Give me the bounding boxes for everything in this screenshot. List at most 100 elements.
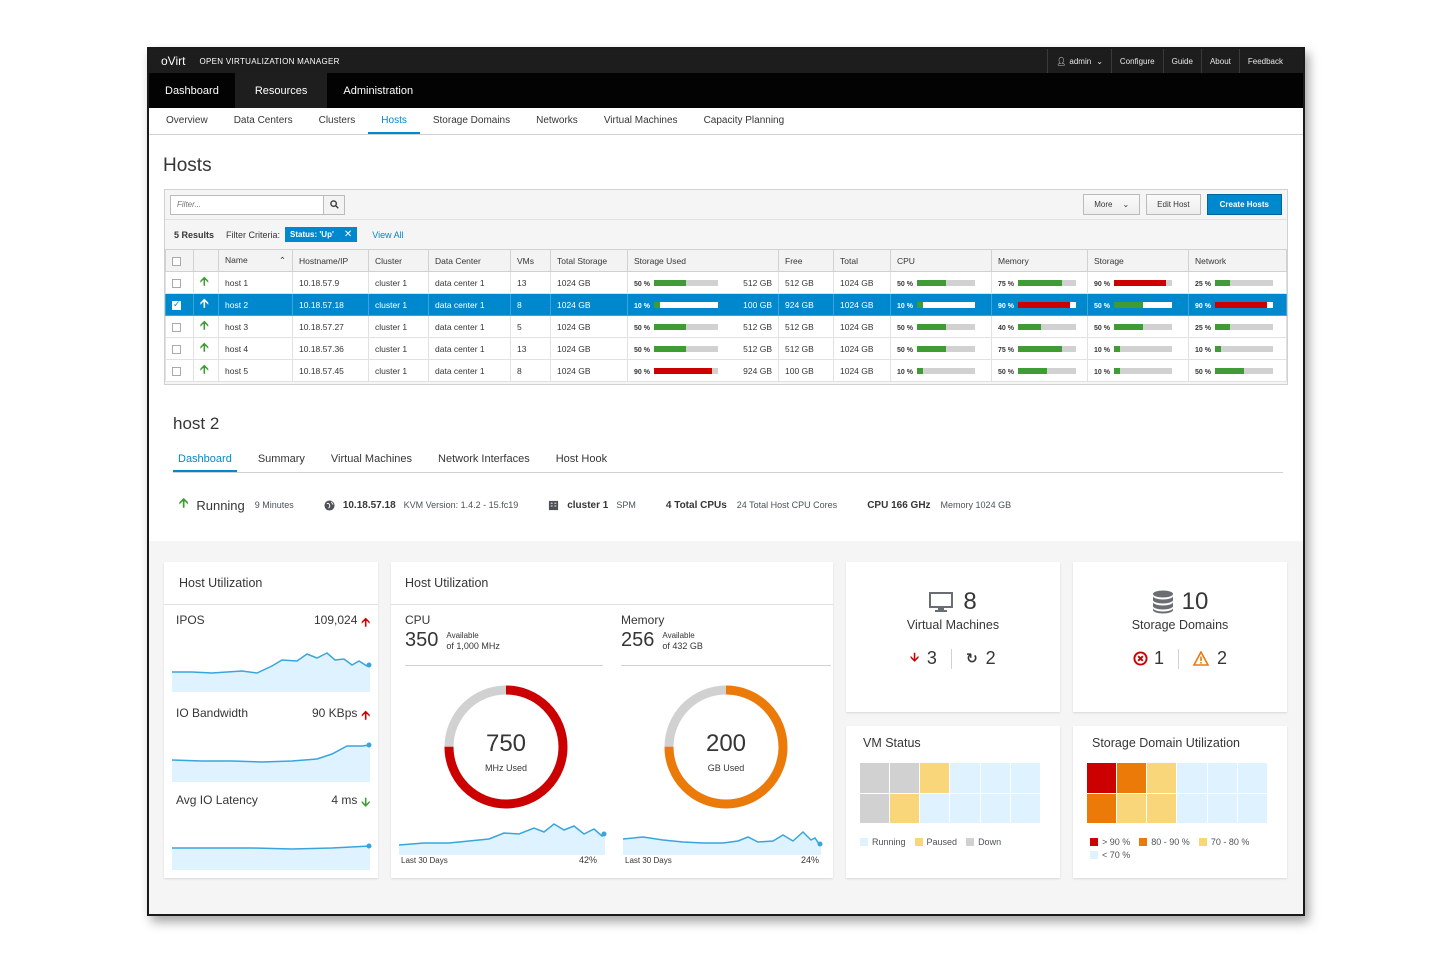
subnav-virtual-machines[interactable]: Virtual Machines: [603, 114, 678, 126]
legend-swatch-down: [966, 838, 975, 846]
page-title: Hosts: [163, 155, 212, 176]
host-storage-used: 90 % 924 GB: [627, 359, 779, 382]
arrow-down-icon: 🡫︎: [361, 795, 370, 809]
usage-pct: 50 %: [634, 280, 650, 288]
select-all-header: [165, 249, 194, 272]
heatmap-cell-running: [950, 793, 980, 823]
host-free: 924 GB: [778, 293, 834, 316]
table-header-row: Name ⌃ Hostname/IP Cluster Data Center VM…: [165, 249, 1287, 272]
row-checkbox[interactable]: [172, 366, 181, 376]
view-all-link[interactable]: View All: [372, 229, 404, 240]
nav-administration[interactable]: Administration: [343, 84, 414, 97]
table-row[interactable]: 🡩︎ host 1 10.18.57.9 cluster 1 data center 1…: [165, 271, 1287, 294]
cpu-capacity: of 1,000 MHz: [446, 640, 500, 651]
subnav-overview[interactable]: Overview: [166, 114, 208, 126]
configure-link[interactable]: Configure: [1110, 49, 1163, 73]
col-vms[interactable]: VMs: [510, 249, 551, 272]
row-checkbox[interactable]: [172, 299, 181, 310]
host-storage: 10 %: [1087, 337, 1189, 360]
table-row[interactable]: 🡩︎ host 5 10.18.57.45 cluster 1 data center …: [165, 359, 1287, 382]
host-vms: 8: [510, 359, 551, 382]
col-total-storage[interactable]: Total Storage: [550, 249, 628, 272]
arrow-up-icon: 🡩︎: [200, 274, 209, 288]
usage-bar: [1018, 280, 1076, 287]
card-header: Host Utilization: [164, 562, 378, 605]
host-name[interactable]: host 2: [218, 293, 293, 316]
legend-down: Down: [978, 837, 1002, 847]
col-data-center[interactable]: Data Center: [428, 249, 511, 272]
nav-dashboard[interactable]: Dashboard: [165, 84, 219, 97]
table-row[interactable]: 🡩︎ host 4 10.18.57.36 cluster 1 data center …: [165, 337, 1287, 360]
subnav-storage-domains[interactable]: Storage Domains: [432, 114, 511, 126]
heatmap-cell-running: [1010, 793, 1040, 823]
util-row-avg-io-latency: Avg IO Latency 4 ms 🡫︎: [176, 793, 370, 814]
heatmap-cell-down: [860, 793, 890, 823]
edit-host-button[interactable]: Edit Host: [1146, 194, 1201, 215]
col-free[interactable]: Free: [778, 249, 834, 272]
usage-bar: [1215, 302, 1273, 309]
host-name[interactable]: host 5: [218, 359, 293, 382]
select-all-checkbox[interactable]: [172, 256, 181, 266]
usage-bar: [1018, 368, 1076, 375]
create-hosts-button[interactable]: Create Hosts: [1206, 194, 1282, 215]
host-utilization-card: Host Utilization IPOS 109,024 🡩︎ IO Band…: [164, 562, 378, 878]
host-vms: 13: [510, 337, 551, 360]
tab-summary[interactable]: Summary: [257, 452, 305, 465]
col-memory[interactable]: Memory: [991, 249, 1088, 272]
host-status-line: 🡩︎ Running 9 Minutes 10.18.57.18 KVM Ver…: [179, 495, 1041, 515]
util-value: 4 ms: [331, 793, 358, 807]
heatmap-cell: [1147, 763, 1177, 793]
close-icon[interactable]: ✕: [343, 229, 353, 240]
host-name[interactable]: host 4: [218, 337, 293, 360]
host-name[interactable]: host 3: [218, 315, 293, 338]
cpu-period: Last 30 Days: [401, 856, 448, 865]
guide-link[interactable]: Guide: [1162, 49, 1201, 73]
more-dropdown-button[interactable]: More ⌄: [1083, 194, 1141, 215]
storage-warning-count: 2: [1217, 648, 1228, 668]
row-checkbox[interactable]: [172, 278, 181, 288]
about-link[interactable]: About: [1200, 49, 1239, 73]
legend-swatch-under-70: [1090, 851, 1098, 859]
filter-search-button[interactable]: [323, 195, 344, 214]
col-cpu[interactable]: CPU: [890, 249, 992, 272]
nav-resources[interactable]: Resources: [234, 73, 328, 108]
subnav-capacity-planning[interactable]: Capacity Planning: [703, 114, 785, 126]
heatmap-cell: [1177, 793, 1207, 823]
usage-bar: [1114, 302, 1172, 309]
subnav-hosts[interactable]: Hosts: [368, 108, 420, 134]
col-storage[interactable]: Storage: [1087, 249, 1189, 272]
table-row[interactable]: 🡩︎ host 3 10.18.57.27 cluster 1 data center …: [165, 315, 1287, 338]
arrow-up-icon: 🡩︎: [200, 340, 209, 354]
arrow-down-icon: 🡫︎: [910, 650, 919, 664]
user-menu[interactable]: 👤︎ admin ⌄: [1047, 49, 1111, 73]
heatmap-cell: [1237, 763, 1267, 793]
row-checkbox[interactable]: [172, 344, 181, 354]
subnav-networks[interactable]: Networks: [536, 114, 578, 126]
chevron-down-icon: ⌄: [1096, 56, 1103, 66]
host-total: 1024 GB: [833, 337, 891, 360]
tab-virtual-machines[interactable]: Virtual Machines: [330, 452, 413, 465]
col-hostname[interactable]: Hostname/IP: [292, 249, 369, 272]
subnav-data-centers[interactable]: Data Centers: [233, 114, 293, 126]
col-name[interactable]: Name ⌃: [218, 249, 293, 272]
tab-network-interfaces[interactable]: Network Interfaces: [438, 452, 530, 465]
host-name[interactable]: host 1: [218, 271, 293, 294]
row-checkbox[interactable]: [172, 322, 181, 332]
card-header: Host Utilization: [391, 562, 833, 605]
tab-dashboard[interactable]: Dashboard: [173, 447, 237, 472]
tab-host-hook[interactable]: Host Hook: [555, 452, 608, 465]
legend-swatch-80-90: [1139, 838, 1148, 846]
col-storage-used[interactable]: Storage Used: [627, 249, 779, 272]
subnav-clusters[interactable]: Clusters: [318, 114, 356, 126]
col-network[interactable]: Network: [1188, 249, 1287, 272]
col-total[interactable]: Total: [833, 249, 891, 272]
virtual-machines-card[interactable]: 8 Virtual Machines 🡫︎ 3 ↻ 2: [846, 562, 1060, 712]
feedback-link[interactable]: Feedback: [1238, 49, 1291, 73]
cluster-group: cluster 1 SPM: [548, 500, 636, 511]
filter-input[interactable]: [171, 195, 323, 214]
storage-domains-card[interactable]: 10 Storage Domains 1 2: [1073, 562, 1287, 712]
brand-logo[interactable]: oVirt: [161, 54, 186, 68]
heatmap-cell-running: [920, 793, 950, 823]
col-cluster[interactable]: Cluster: [368, 249, 429, 272]
